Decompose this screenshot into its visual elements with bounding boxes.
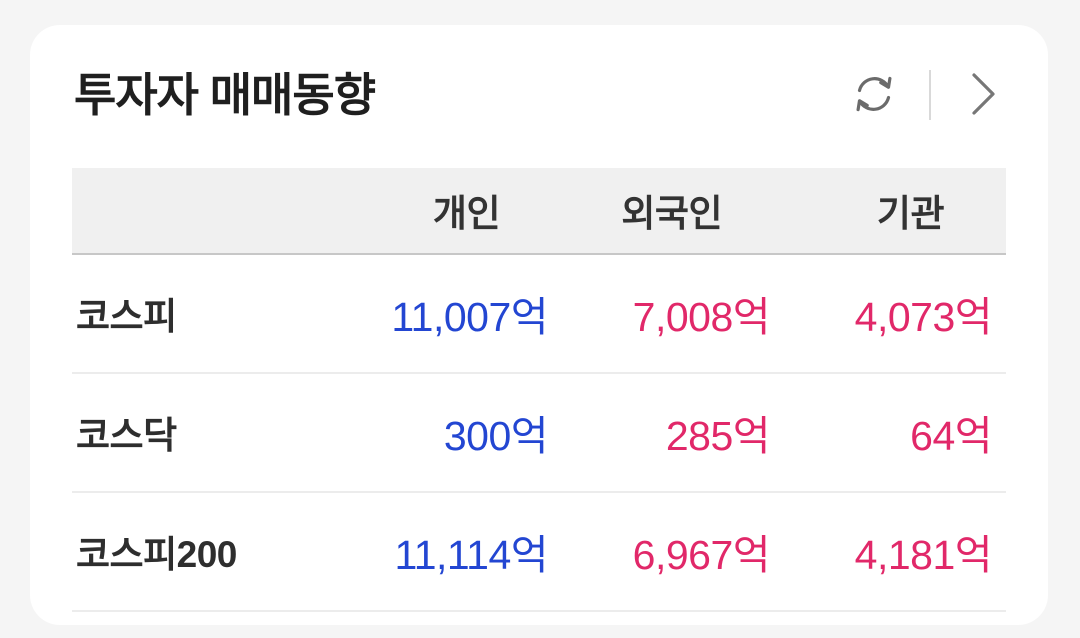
individual-value: 300억 bbox=[340, 372, 562, 493]
header-actions bbox=[850, 70, 1002, 121]
table-row-kospi[interactable]: 코스피 11,007억 7,008억 4,073억 bbox=[72, 253, 1006, 374]
table-container: 개인 외국인 기관 코스피 11,007억 7,008억 4,073억 코스닥 … bbox=[72, 167, 1006, 612]
column-header-foreigner: 외국인 bbox=[562, 167, 784, 255]
individual-value: 11,114억 bbox=[340, 491, 562, 612]
refresh-button[interactable] bbox=[850, 70, 898, 121]
table-row-kosdaq[interactable]: 코스닥 300억 285억 64억 bbox=[72, 372, 1006, 493]
column-header-individual: 개인 bbox=[340, 167, 562, 255]
icon-divider bbox=[929, 70, 931, 121]
investor-trading-card: 투자자 매매동향 bbox=[30, 25, 1048, 625]
individual-value: 11,007억 bbox=[340, 253, 562, 374]
foreigner-value: 7,008억 bbox=[562, 253, 784, 374]
table-header-row: 개인 외국인 기관 bbox=[72, 167, 1006, 255]
foreigner-value: 6,967억 bbox=[562, 491, 784, 612]
row-label: 코스닥 bbox=[72, 372, 340, 493]
column-header-empty bbox=[72, 167, 340, 255]
chevron-right-icon bbox=[962, 70, 1002, 121]
foreigner-value: 285억 bbox=[562, 372, 784, 493]
institution-value: 4,073억 bbox=[784, 253, 1006, 374]
refresh-icon bbox=[850, 70, 898, 121]
more-button[interactable] bbox=[962, 70, 1002, 121]
row-label: 코스피 bbox=[72, 253, 340, 374]
institution-value: 64억 bbox=[784, 372, 1006, 493]
column-header-institution: 기관 bbox=[784, 167, 1006, 255]
investor-trading-table: 개인 외국인 기관 코스피 11,007억 7,008억 4,073억 코스닥 … bbox=[72, 167, 1006, 612]
row-label: 코스피200 bbox=[72, 491, 340, 612]
table-row-kospi200[interactable]: 코스피200 11,114억 6,967억 4,181억 bbox=[72, 491, 1006, 612]
card-header: 투자자 매매동향 bbox=[30, 25, 1048, 122]
page-title: 투자자 매매동향 bbox=[74, 69, 376, 121]
institution-value: 4,181억 bbox=[784, 491, 1006, 612]
